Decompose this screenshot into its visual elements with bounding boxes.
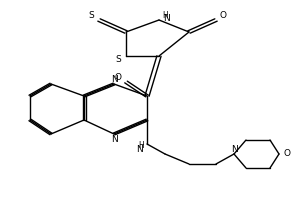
Text: O: O — [115, 73, 122, 82]
Text: S: S — [116, 54, 122, 64]
Text: N: N — [136, 144, 143, 154]
Text: O: O — [283, 150, 290, 158]
Text: N: N — [163, 14, 170, 23]
Text: H: H — [162, 10, 168, 20]
Text: N: N — [111, 74, 117, 84]
Text: O: O — [220, 11, 227, 21]
Text: N: N — [111, 136, 117, 144]
Text: N: N — [231, 144, 237, 154]
Text: S: S — [88, 10, 94, 20]
Text: H: H — [138, 142, 144, 150]
